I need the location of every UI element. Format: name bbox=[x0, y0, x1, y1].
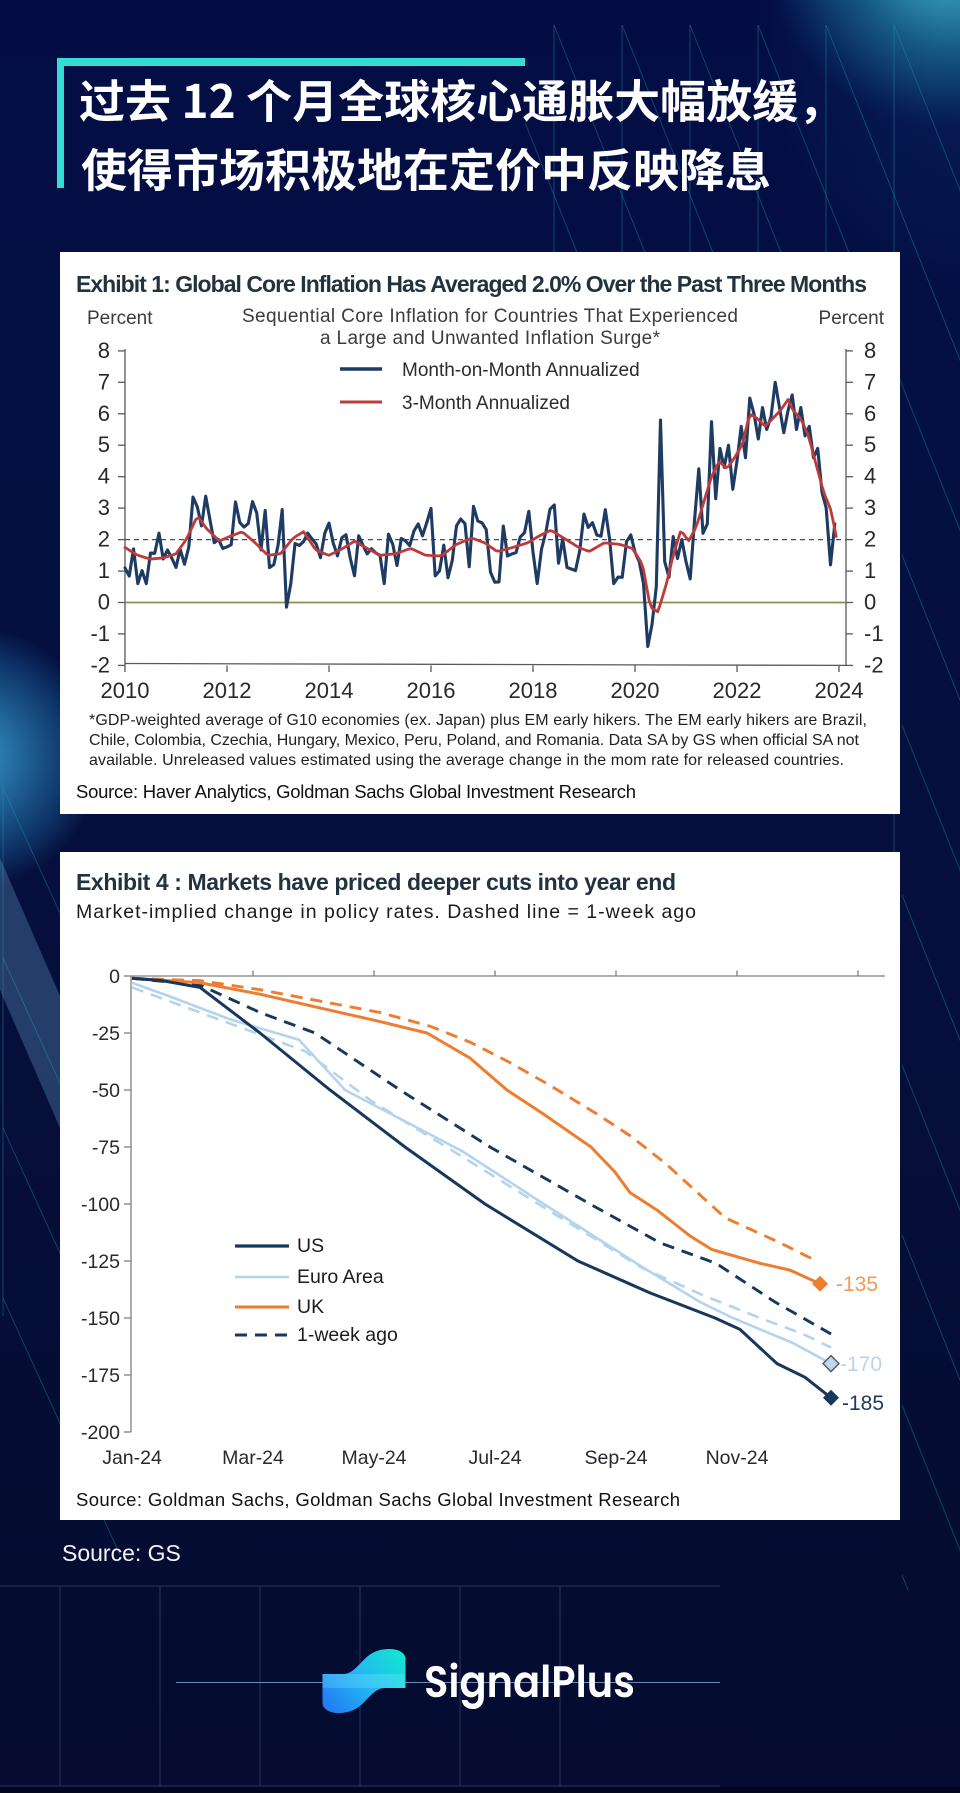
svg-text:2014: 2014 bbox=[305, 678, 354, 703]
svg-text:4: 4 bbox=[864, 464, 876, 489]
svg-text:-75: -75 bbox=[92, 1137, 120, 1159]
svg-text:-2: -2 bbox=[864, 652, 884, 677]
svg-text:-150: -150 bbox=[81, 1308, 120, 1330]
svg-text:0: 0 bbox=[98, 590, 110, 615]
svg-text:Percent: Percent bbox=[819, 308, 885, 329]
svg-text:7: 7 bbox=[98, 369, 110, 394]
svg-text:Market-implied change in polic: Market-implied change in policy rates. D… bbox=[76, 901, 696, 923]
svg-text:2018: 2018 bbox=[509, 678, 558, 703]
svg-text:Source: Goldman Sachs, Goldman: Source: Goldman Sachs, Goldman Sachs Glo… bbox=[76, 1489, 680, 1510]
svg-text:-170: -170 bbox=[840, 1353, 882, 1376]
svg-text:Chile, Colombia, Czechia, Hun: Chile, Colombia, Czechia, Hungary, Mexic… bbox=[89, 732, 860, 749]
svg-text:Nov-24: Nov-24 bbox=[706, 1447, 769, 1469]
svg-text:1: 1 bbox=[98, 558, 110, 583]
svg-text:Sequential Core Inflation for: Sequential Core Inflation for Countries … bbox=[242, 306, 738, 327]
svg-text:Exhibit 1: Global Core Inflati: Exhibit 1: Global Core Inflation Has Ave… bbox=[76, 271, 867, 297]
svg-text:0: 0 bbox=[864, 590, 876, 615]
svg-text:-135: -135 bbox=[836, 1273, 878, 1296]
svg-text:-1: -1 bbox=[864, 621, 884, 646]
svg-text:Sep-24: Sep-24 bbox=[585, 1447, 648, 1469]
svg-text:5: 5 bbox=[98, 432, 110, 457]
svg-text:5: 5 bbox=[864, 432, 876, 457]
svg-text:-200: -200 bbox=[81, 1422, 120, 1444]
svg-text:2010: 2010 bbox=[101, 678, 150, 703]
svg-text:Euro Area: Euro Area bbox=[297, 1266, 384, 1288]
svg-text:2012: 2012 bbox=[203, 678, 252, 703]
svg-text:6: 6 bbox=[864, 401, 876, 426]
svg-text:1-week ago: 1-week ago bbox=[297, 1324, 398, 1346]
svg-text:1: 1 bbox=[864, 558, 876, 583]
svg-text:-50: -50 bbox=[92, 1080, 120, 1102]
svg-text:3: 3 bbox=[864, 495, 876, 520]
svg-text:8: 8 bbox=[864, 338, 876, 363]
svg-text:2020: 2020 bbox=[611, 678, 660, 703]
svg-text:2: 2 bbox=[98, 527, 110, 552]
svg-text:-100: -100 bbox=[81, 1194, 120, 1216]
svg-text:Month-on-Month Annualized: Month-on-Month Annualized bbox=[402, 360, 640, 381]
svg-text:Percent: Percent bbox=[87, 308, 153, 329]
svg-text:a Large and Unwanted Inflation: a Large and Unwanted Inflation Surge* bbox=[320, 328, 661, 349]
svg-text:2: 2 bbox=[864, 527, 876, 552]
svg-text:3: 3 bbox=[98, 495, 110, 520]
svg-text:May-24: May-24 bbox=[341, 1447, 406, 1469]
svg-text:-175: -175 bbox=[81, 1365, 120, 1387]
svg-text:2016: 2016 bbox=[407, 678, 456, 703]
svg-text:Jan-24: Jan-24 bbox=[102, 1447, 162, 1469]
svg-text:-125: -125 bbox=[81, 1251, 120, 1273]
svg-text:0: 0 bbox=[109, 966, 120, 988]
svg-text:Jul-24: Jul-24 bbox=[468, 1447, 521, 1469]
svg-text:8: 8 bbox=[98, 338, 110, 363]
svg-text:3-Month Annualized: 3-Month Annualized bbox=[402, 393, 570, 414]
svg-text:US: US bbox=[297, 1235, 324, 1257]
svg-text:Exhibit 4 : Markets have price: Exhibit 4 : Markets have priced deeper c… bbox=[76, 869, 676, 895]
svg-text:UK: UK bbox=[297, 1296, 324, 1318]
svg-text:-1: -1 bbox=[90, 621, 110, 646]
svg-text:6: 6 bbox=[98, 401, 110, 426]
svg-text:2022: 2022 bbox=[713, 678, 762, 703]
svg-text:Mar-24: Mar-24 bbox=[222, 1447, 284, 1469]
svg-text:available. Unreleased values e: available. Unreleased values estimated u… bbox=[89, 752, 844, 769]
svg-text:4: 4 bbox=[98, 464, 110, 489]
svg-text:-185: -185 bbox=[842, 1392, 884, 1415]
svg-text:-2: -2 bbox=[90, 652, 110, 677]
svg-text:7: 7 bbox=[864, 369, 876, 394]
svg-text:-25: -25 bbox=[92, 1023, 120, 1045]
svg-text:Source: Haver Analytics, Goldm: Source: Haver Analytics, Goldman Sachs G… bbox=[76, 781, 636, 802]
svg-text:2024: 2024 bbox=[815, 678, 864, 703]
svg-text:*GDP-weighted average of G10 e: *GDP-weighted average of G10 economies (… bbox=[89, 712, 867, 729]
